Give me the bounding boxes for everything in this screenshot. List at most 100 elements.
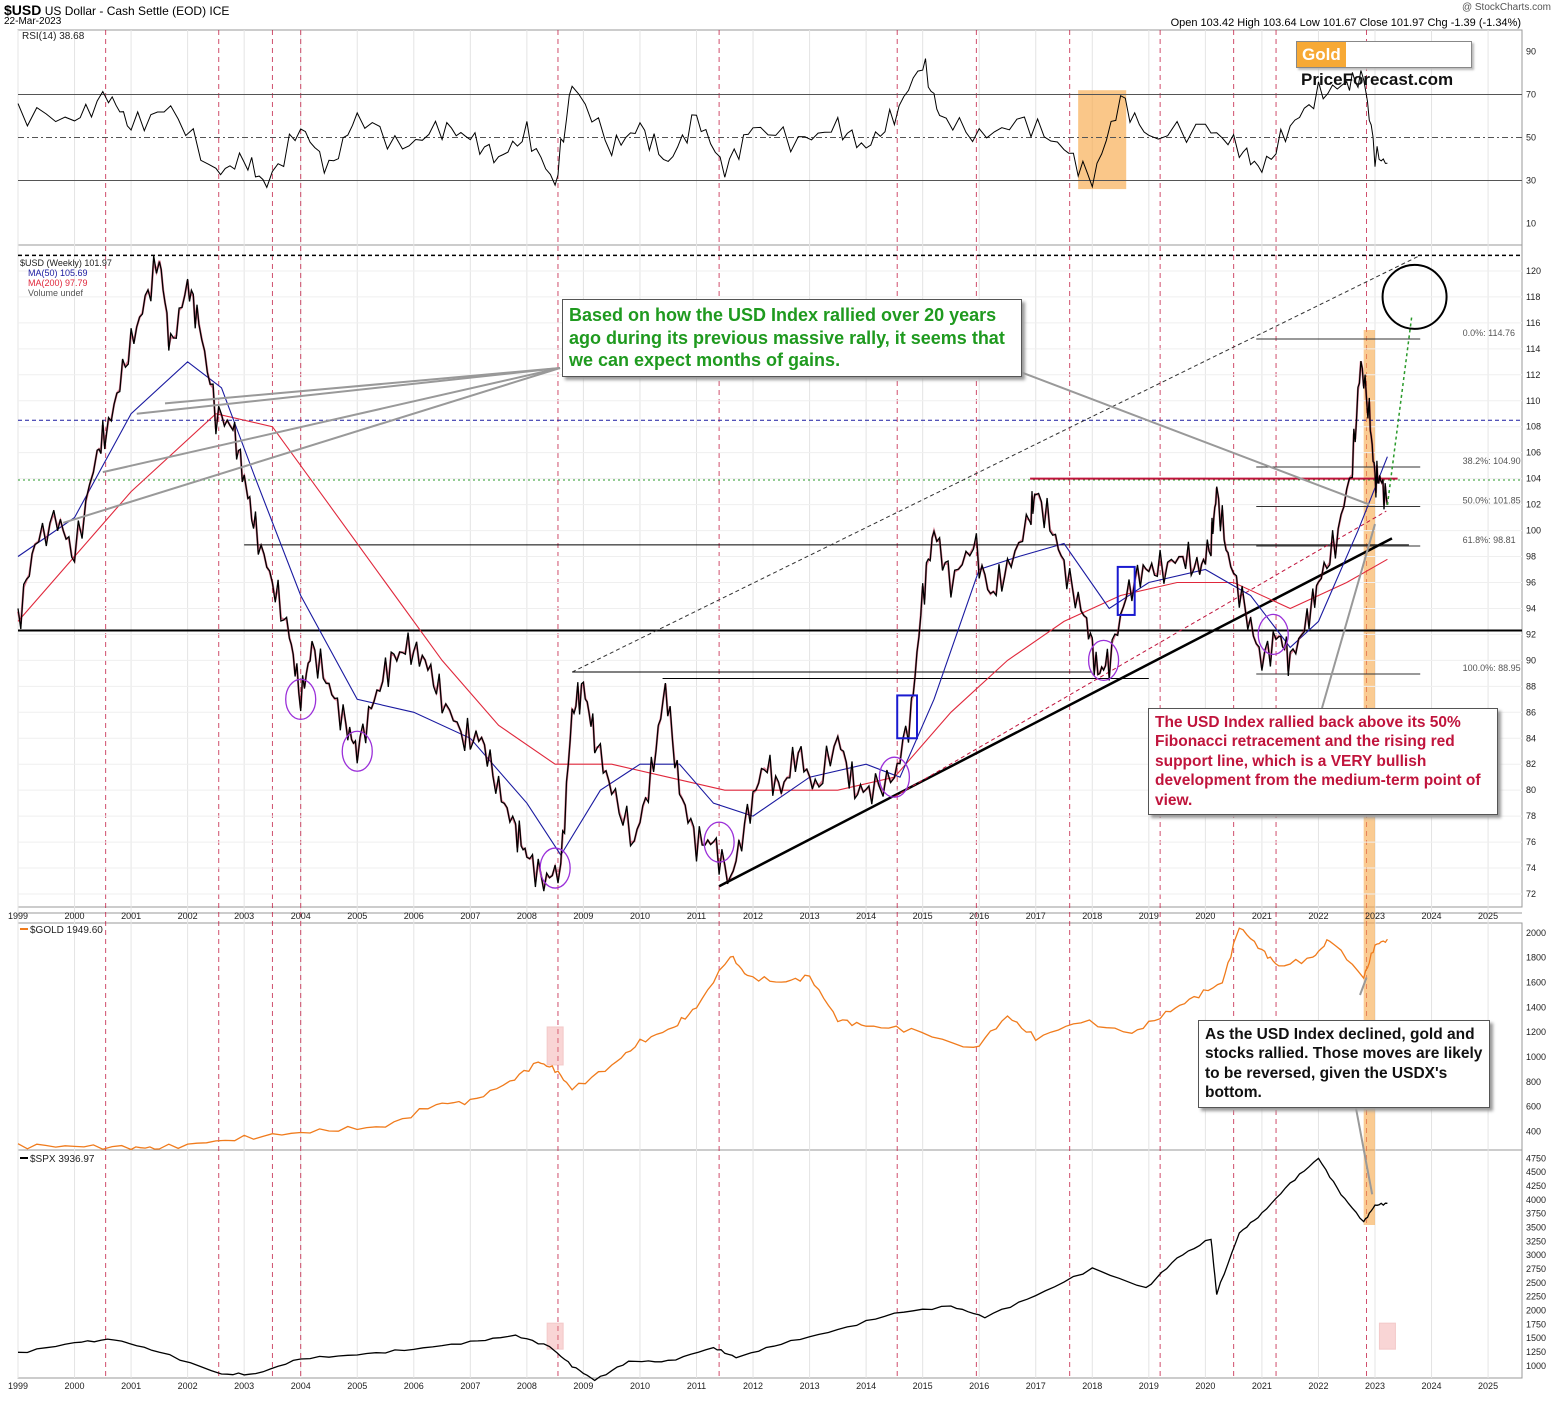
x-tick-label: 2010 <box>630 911 650 921</box>
x-tick-label-bottom: 2004 <box>291 1381 311 1391</box>
target-circle <box>1381 263 1448 330</box>
x-tick-label: 2014 <box>856 911 876 921</box>
ma200-line <box>17 413 1388 791</box>
ma50-line <box>17 361 1388 857</box>
rsi-y-tick: 50 <box>1526 133 1536 143</box>
brand-site-label: PriceForecast.com <box>1301 70 1454 89</box>
gold-y-tick: 800 <box>1526 1077 1541 1087</box>
x-tick-label: 2013 <box>800 911 820 921</box>
low-circle <box>703 821 735 863</box>
spx-highlight-box <box>1378 1322 1396 1350</box>
low-circle <box>878 756 911 798</box>
rsi-y-tick: 10 <box>1526 219 1536 229</box>
x-tick-label: 2018 <box>1082 911 1102 921</box>
gold-panel <box>17 927 1396 1151</box>
usd-y-tick: 76 <box>1526 837 1536 847</box>
x-tick-label: 2002 <box>178 911 198 921</box>
callout-connector <box>1009 367 1370 506</box>
black-annotation: As the USD Index declined, gold and stoc… <box>1198 1020 1490 1108</box>
usd-y-tick: 120 <box>1526 266 1541 276</box>
x-tick-label: 2020 <box>1195 911 1215 921</box>
price-line <box>17 255 1389 892</box>
low-circle <box>341 730 373 772</box>
spx-y-tick: 3750 <box>1526 1209 1546 1219</box>
x-tick-label-bottom: 2015 <box>913 1381 933 1391</box>
x-tick-label-bottom: 2016 <box>969 1381 989 1391</box>
ma200-legend: MA(200) 97.79 <box>28 278 88 288</box>
spx-panel <box>17 1102 1396 1382</box>
spx-y-tick: 1250 <box>1526 1347 1546 1357</box>
ma50-legend: MA(50) 105.69 <box>28 268 88 278</box>
x-tick-label: 2025 <box>1478 911 1498 921</box>
spx-y-tick: 2250 <box>1526 1292 1546 1302</box>
cycle-lines <box>17 30 1489 1378</box>
x-tick-label: 2022 <box>1308 911 1328 921</box>
x-tick-label: 2006 <box>404 911 424 921</box>
fib-level-label: 50.0%: 101.85 <box>1463 496 1521 506</box>
x-tick-label-bottom: 2006 <box>404 1381 424 1391</box>
usd-y-tick: 78 <box>1526 811 1536 821</box>
brand-logo: Gold PriceForecast.com <box>1296 41 1472 89</box>
spx-y-tick: 4750 <box>1526 1153 1546 1163</box>
x-tick-label: 2015 <box>913 911 933 921</box>
callout-connector <box>1354 1102 1374 1195</box>
usd-y-tick: 72 <box>1526 889 1536 899</box>
x-tick-label: 2019 <box>1139 911 1159 921</box>
usd-y-tick: 96 <box>1526 577 1536 587</box>
red-annotation: The USD Index rallied back above its 50%… <box>1148 708 1498 815</box>
blue-box <box>896 694 919 740</box>
x-tick-label-bottom: 2013 <box>800 1381 820 1391</box>
rsi-legend: RSI(14) 38.68 <box>22 31 85 42</box>
x-tick-label-bottom: 2011 <box>687 1381 706 1391</box>
x-tick-label: 2007 <box>460 911 480 921</box>
rsi-panel <box>17 58 1522 190</box>
usd-y-tick: 108 <box>1526 422 1541 432</box>
callout-connector <box>62 367 561 524</box>
x-tick-label: 2023 <box>1365 911 1385 921</box>
x-tick-label-bottom: 2019 <box>1139 1381 1159 1391</box>
spx-y-tick: 3000 <box>1526 1250 1546 1260</box>
axis-labels: 1999 1999 2000 2000 2001 2001 2002 2002 2003 2003… <box>8 47 1546 1392</box>
usd-y-tick: 84 <box>1526 733 1536 743</box>
spx-legend: $SPX 3936.97 <box>30 1154 95 1165</box>
callout-connector <box>164 367 561 405</box>
usd-y-tick: 118 <box>1526 292 1540 302</box>
usd-y-tick: 74 <box>1526 863 1536 873</box>
x-tick-label-bottom: 1999 <box>8 1381 28 1391</box>
panel-legends: RSI(14) 38.68 $USD (Weekly) 101.97MA(50) … <box>20 31 112 1165</box>
spx-y-tick: 4000 <box>1526 1195 1546 1205</box>
spx-y-tick: 2000 <box>1526 1305 1546 1315</box>
x-tick-label-bottom: 2010 <box>630 1381 650 1391</box>
fib-level-label: 38.2%: 104.90 <box>1463 456 1521 466</box>
black-support-line <box>718 537 1393 888</box>
usd-y-tick: 102 <box>1526 500 1541 510</box>
usd-y-tick: 80 <box>1526 785 1536 795</box>
spx-highlight-box <box>546 1322 564 1350</box>
x-tick-label: 2003 <box>234 911 254 921</box>
spx-line <box>17 1157 1388 1382</box>
fib-level-label: 61.8%: 98.81 <box>1463 535 1516 545</box>
watermark: @ StockCharts.com <box>1461 2 1551 13</box>
gold-highlight-box <box>546 1026 564 1066</box>
usd-y-tick: 86 <box>1526 707 1536 717</box>
callout-connector <box>136 367 561 415</box>
chart-date: 22-Mar-2023 <box>4 16 62 27</box>
x-tick-label: 2004 <box>291 911 311 921</box>
gold-y-tick: 1800 <box>1526 953 1546 963</box>
gold-y-tick: 2000 <box>1526 928 1546 938</box>
x-tick-label: 2000 <box>65 911 85 921</box>
spx-frame <box>17 1149 1523 1379</box>
upper-channel-line <box>571 254 1421 673</box>
low-circle <box>1257 613 1289 656</box>
usd-y-tick: 112 <box>1526 370 1540 380</box>
spx-y-tick: 3500 <box>1526 1222 1546 1232</box>
x-tick-label: 2011 <box>687 911 706 921</box>
x-tick-label-bottom: 2014 <box>856 1381 876 1391</box>
gold-y-tick: 1200 <box>1526 1027 1546 1037</box>
usd-y-tick: 114 <box>1526 344 1540 354</box>
callout-connector <box>102 367 561 474</box>
rsi-y-tick: 90 <box>1526 47 1536 57</box>
x-tick-label-bottom: 2000 <box>65 1381 85 1391</box>
x-tick-label-bottom: 2003 <box>234 1381 254 1391</box>
